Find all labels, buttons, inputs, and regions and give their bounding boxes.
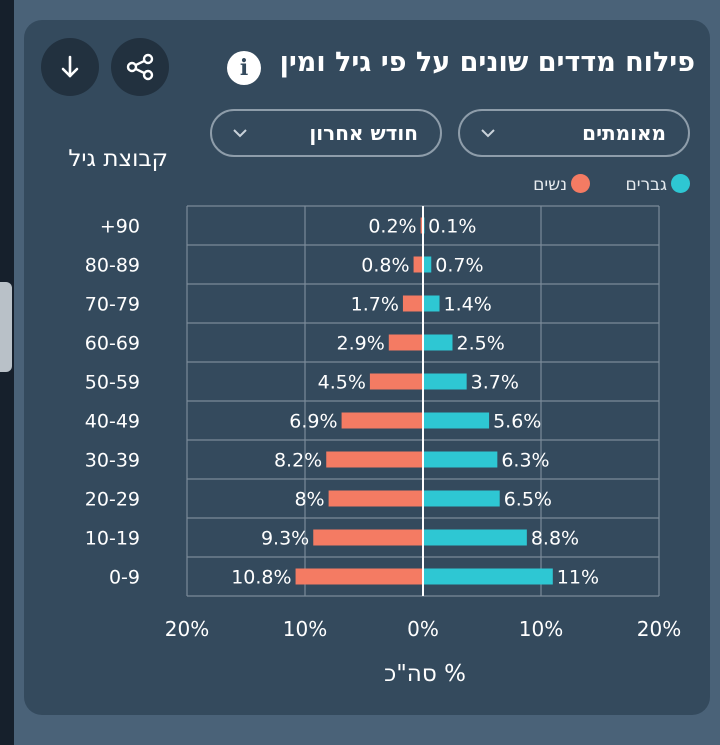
bar-women (328, 490, 423, 507)
share-icon (126, 53, 154, 81)
chart-card (24, 20, 710, 715)
data-label-women: 4.5% (318, 372, 366, 394)
legend-dot-women (571, 174, 590, 193)
download-button[interactable] (41, 38, 99, 96)
y-tick-label: 30-39 (85, 450, 140, 472)
data-label-women: 0.2% (368, 216, 416, 238)
bar-women (413, 256, 423, 273)
y-tick-label: 60-69 (85, 333, 140, 355)
y-tick-label: 10-19 (85, 528, 140, 550)
window-edge (0, 0, 14, 745)
y-tick-label: +90 (100, 216, 140, 238)
x-tick-label: 10% (519, 617, 563, 641)
x-tick-label: 20% (637, 617, 681, 641)
data-label-men: 6.3% (501, 450, 549, 472)
page-title: פילוח מדדים שונים על פי גיל ומין (279, 47, 695, 78)
x-axis-title: % סה"כ (384, 661, 466, 687)
x-tick-label: 20% (165, 617, 209, 641)
bar-women (388, 334, 423, 351)
data-label-women: 8.2% (274, 450, 322, 472)
data-label-men: 2.5% (457, 333, 505, 355)
data-label-women: 0.8% (361, 255, 409, 277)
bar-women (313, 529, 423, 546)
bar-men (423, 568, 553, 585)
data-label-men: 1.4% (444, 294, 492, 316)
x-tick-label: 0% (407, 617, 439, 641)
legend-label-women: נשים (533, 175, 567, 195)
bar-men (423, 256, 432, 273)
data-label-women: 6.9% (289, 411, 337, 433)
data-label-men: 5.6% (493, 411, 541, 433)
legend-item-men[interactable]: גברים (625, 174, 690, 198)
bar-women (369, 373, 423, 390)
metric-dropdown[interactable]: מאומתים (458, 109, 690, 157)
y-tick-label: 50-59 (85, 372, 140, 394)
x-tick-label: 10% (283, 617, 327, 641)
chevron-down-icon (233, 129, 247, 138)
legend-dot-men (671, 174, 690, 193)
data-label-women: 9.3% (261, 528, 309, 550)
data-label-women: 1.7% (351, 294, 399, 316)
data-label-men: 11% (557, 567, 599, 589)
y-axis-title: קבוצת גיל (68, 146, 168, 172)
y-tick-label: 40-49 (85, 411, 140, 433)
bar-women (341, 412, 423, 429)
bar-men (423, 412, 490, 429)
bar-women (402, 295, 423, 312)
y-tick-label: 80-89 (85, 255, 140, 277)
data-label-men: 6.5% (504, 489, 552, 511)
bar-men (423, 529, 527, 546)
data-label-men: 0.7% (435, 255, 483, 277)
data-label-men: 8.8% (531, 528, 579, 550)
period-dropdown-label: חודש אחרון (309, 121, 418, 145)
bar-men (423, 373, 467, 390)
bar-women (326, 451, 423, 468)
y-tick-label: 0-9 (109, 567, 140, 589)
data-label-women: 2.9% (336, 333, 384, 355)
data-label-men: 0.1% (428, 216, 476, 238)
bar-men (423, 295, 440, 312)
bar-women (295, 568, 423, 585)
legend-item-women[interactable]: נשים (533, 174, 590, 198)
bar-men (423, 334, 453, 351)
scrollbar-thumb[interactable] (0, 282, 12, 372)
info-icon[interactable]: i (227, 51, 261, 85)
metric-dropdown-label: מאומתים (582, 121, 666, 145)
chevron-down-icon (481, 129, 495, 138)
bar-men (423, 490, 500, 507)
data-label-women: 8% (294, 489, 324, 511)
download-icon (61, 55, 79, 78)
data-label-men: 3.7% (471, 372, 519, 394)
period-dropdown[interactable]: חודש אחרון (210, 109, 442, 157)
bar-men (423, 451, 498, 468)
legend-label-men: גברים (625, 175, 667, 195)
data-label-women: 10.8% (231, 567, 291, 589)
bar-women (420, 217, 423, 234)
y-tick-label: 70-79 (85, 294, 140, 316)
y-tick-label: 20-29 (85, 489, 140, 511)
share-button[interactable] (111, 38, 169, 96)
